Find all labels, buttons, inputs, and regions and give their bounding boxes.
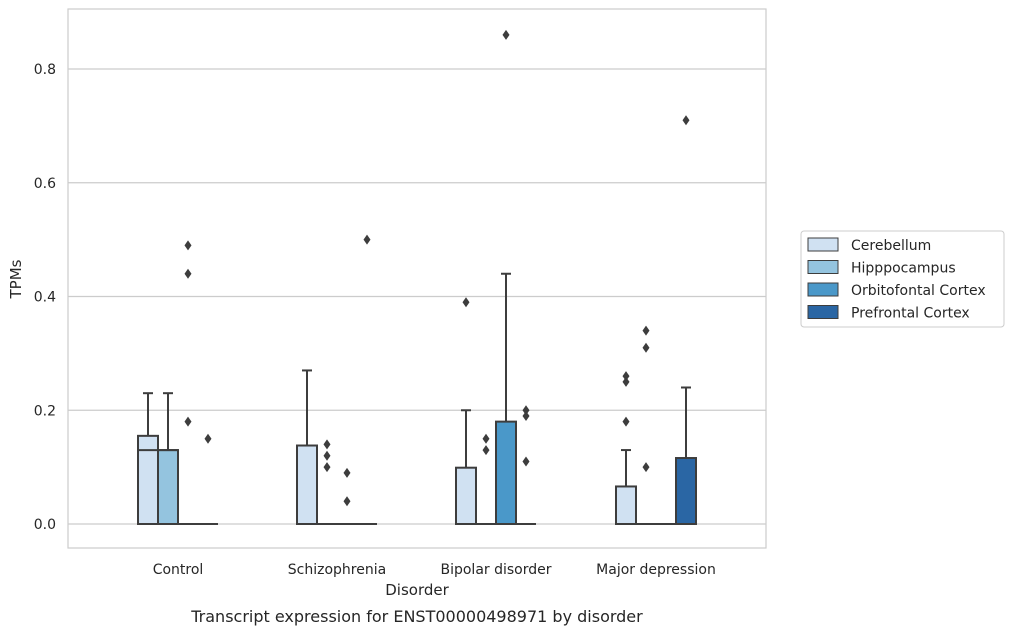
outlier-point xyxy=(682,115,690,126)
legend-items: Cerebellum Hipppocampus Orbitofontal Corte… xyxy=(807,237,986,322)
y-tick-label: 0.0 xyxy=(34,517,56,533)
outlier-point xyxy=(323,462,331,473)
outlier-point xyxy=(482,433,490,444)
outlier-point xyxy=(522,410,530,421)
legend-swatch xyxy=(807,237,839,252)
x-axis-label: Disorder xyxy=(385,581,449,599)
box-1-0 xyxy=(157,392,179,525)
box-0-3 xyxy=(615,371,637,525)
outlier-point xyxy=(502,29,510,40)
legend-label: Orbitofontal Cortex xyxy=(851,283,986,299)
box-body xyxy=(615,485,637,525)
box-body xyxy=(157,449,179,525)
legend-swatch xyxy=(807,282,839,297)
outlier-point xyxy=(343,496,351,507)
outlier-point xyxy=(522,405,530,416)
outlier-point xyxy=(622,416,630,427)
box-1-2 xyxy=(476,433,496,525)
outlier-point xyxy=(343,467,351,478)
outlier-point xyxy=(323,450,331,461)
chart-caption: Transcript expression for ENST0000049897… xyxy=(190,607,643,626)
outlier-point xyxy=(204,433,212,444)
legend-swatch xyxy=(807,305,839,319)
box-0-2 xyxy=(455,297,477,526)
x-tick-label: Schizophrenia xyxy=(288,562,386,578)
box-3-2 xyxy=(516,405,536,525)
box-2-2 xyxy=(495,29,517,525)
box-2-1 xyxy=(337,467,357,525)
outlier-point xyxy=(184,240,192,251)
box-0-0 xyxy=(137,392,159,525)
outlier-point xyxy=(622,371,630,382)
outlier-point xyxy=(642,325,650,336)
box-3-1 xyxy=(357,234,377,525)
x-axis: Control Schizophrenia Bipolar disorder Majo… xyxy=(153,562,716,578)
outlier-point xyxy=(184,416,192,427)
outlier-point xyxy=(522,456,530,467)
outlier-point xyxy=(622,376,630,387)
outlier-point xyxy=(184,268,192,279)
box-body xyxy=(675,457,697,525)
legend-frame xyxy=(800,230,1005,328)
y-tick-label: 0.6 xyxy=(34,176,56,192)
legend: Cerebellum Hipppocampus Orbitofontal Corte… xyxy=(800,230,1005,328)
box-body xyxy=(455,466,477,526)
y-tick-label: 0.8 xyxy=(34,62,56,78)
y-axis-label: TPMs xyxy=(7,259,25,299)
box-0-1 xyxy=(296,369,318,526)
plot-frame xyxy=(67,8,767,549)
x-tick-label: Bipolar disorder xyxy=(440,562,551,578)
outlier-point xyxy=(462,297,470,308)
x-tick-label: Major depression xyxy=(596,562,716,578)
outlier-point xyxy=(642,462,650,473)
box-3-3 xyxy=(675,115,697,525)
box-body xyxy=(495,420,517,525)
box-1-3 xyxy=(636,325,656,525)
outlier-point xyxy=(323,439,331,450)
y-tick-label: 0.2 xyxy=(34,403,56,419)
x-tick-label: Control xyxy=(153,562,204,578)
legend-label: Cerebellum xyxy=(851,238,931,254)
box-body xyxy=(296,444,318,526)
legend-label: Prefrontal Cortex xyxy=(851,306,970,322)
outlier-point xyxy=(642,342,650,353)
outlier-point xyxy=(363,234,371,245)
legend-swatch xyxy=(807,260,839,274)
y-tick-label: 0.4 xyxy=(34,290,56,306)
y-axis: 0.0 0.2 0.4 0.6 0.8 xyxy=(34,62,56,533)
boxes xyxy=(137,29,697,526)
box-3-0 xyxy=(198,433,218,525)
outlier-point xyxy=(482,445,490,456)
box-2-0 xyxy=(178,240,198,525)
box-1-1 xyxy=(317,439,337,525)
legend-label: Hipppocampus xyxy=(851,261,956,277)
